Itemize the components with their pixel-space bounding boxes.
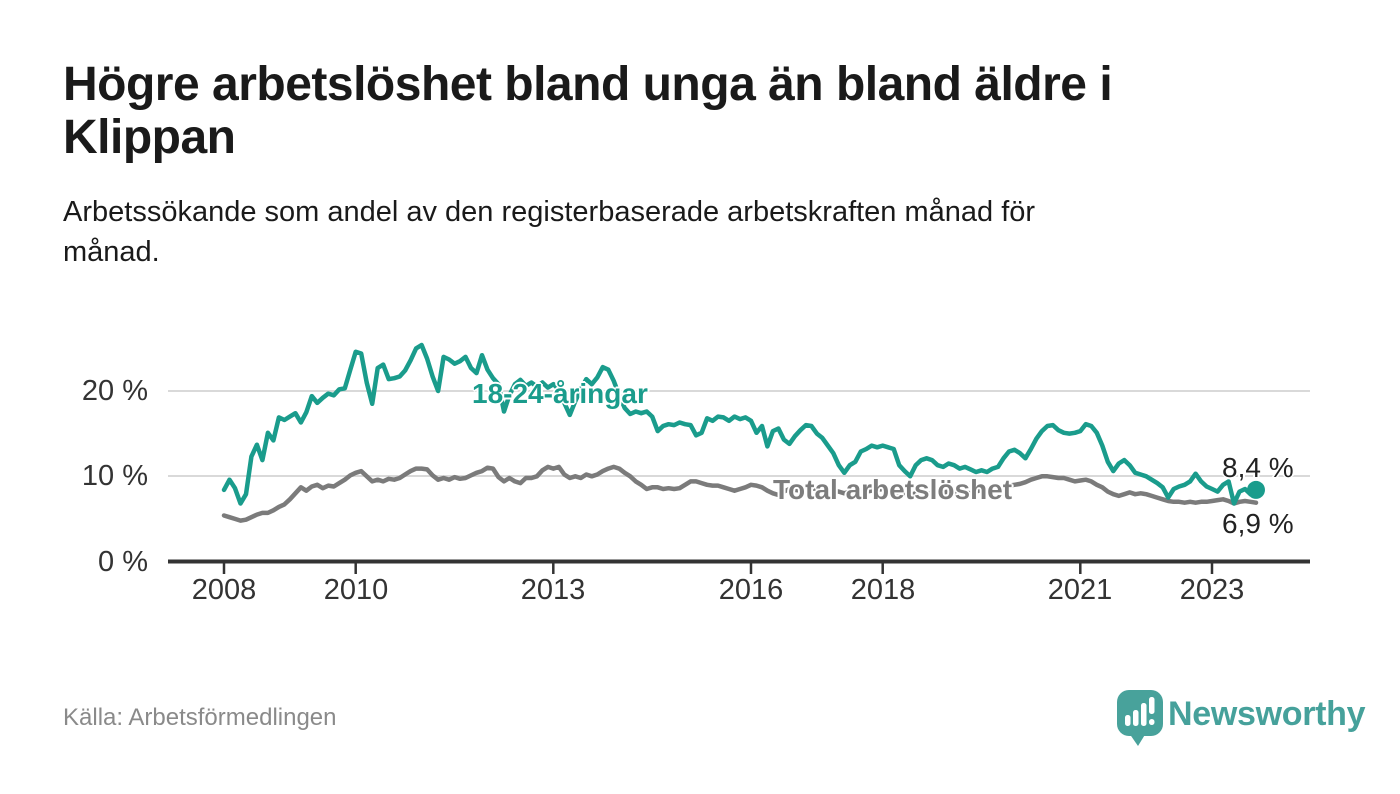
y-tick-20: 20 % [81, 375, 148, 407]
x-tick-2013: 2013 [520, 574, 586, 606]
y-tick-10: 10 % [81, 460, 148, 492]
newsworthy-logo-icon [1117, 690, 1163, 746]
series-end-dot [1247, 480, 1265, 499]
x-tick-2010: 2010 [323, 574, 389, 606]
page-subtitle: Arbetssökande som andel av den registerb… [63, 192, 1323, 272]
series-line-youth [221, 342, 1259, 506]
page-title-line-1: Högre arbetslöshet bland unga än bland ä… [63, 58, 1113, 111]
end-value-total: 6,9 % [1222, 508, 1294, 539]
page-title-line-2: Klippan [63, 111, 236, 164]
series-label-youth: 18-24-åringar [472, 378, 648, 409]
line-chart-plot [168, 342, 1310, 574]
end-value-youth: 8,4 % [1222, 452, 1294, 483]
source-note: Källa: Arbetsförmedlingen [63, 704, 337, 731]
series-line-total [221, 464, 1259, 523]
page-subtitle-line-2: månad. [63, 236, 160, 268]
page-title: Högre arbetslöshet bland unga än bland ä… [63, 58, 1323, 164]
x-tick-2021: 2021 [1047, 574, 1113, 606]
x-tick-2016: 2016 [718, 574, 784, 606]
series-label-total: Total arbetslöshet [773, 474, 1013, 505]
y-tick-0: 0 % [98, 546, 148, 578]
x-tick-2023: 2023 [1179, 574, 1245, 606]
x-tick-2018: 2018 [850, 574, 916, 606]
x-axis-ticks [222, 563, 1214, 574]
brand-wordmark: Newsworthy [1168, 695, 1366, 733]
page-subtitle-line-1: Arbetssökande som andel av den registerb… [63, 196, 1036, 228]
x-tick-2008: 2008 [191, 574, 257, 606]
